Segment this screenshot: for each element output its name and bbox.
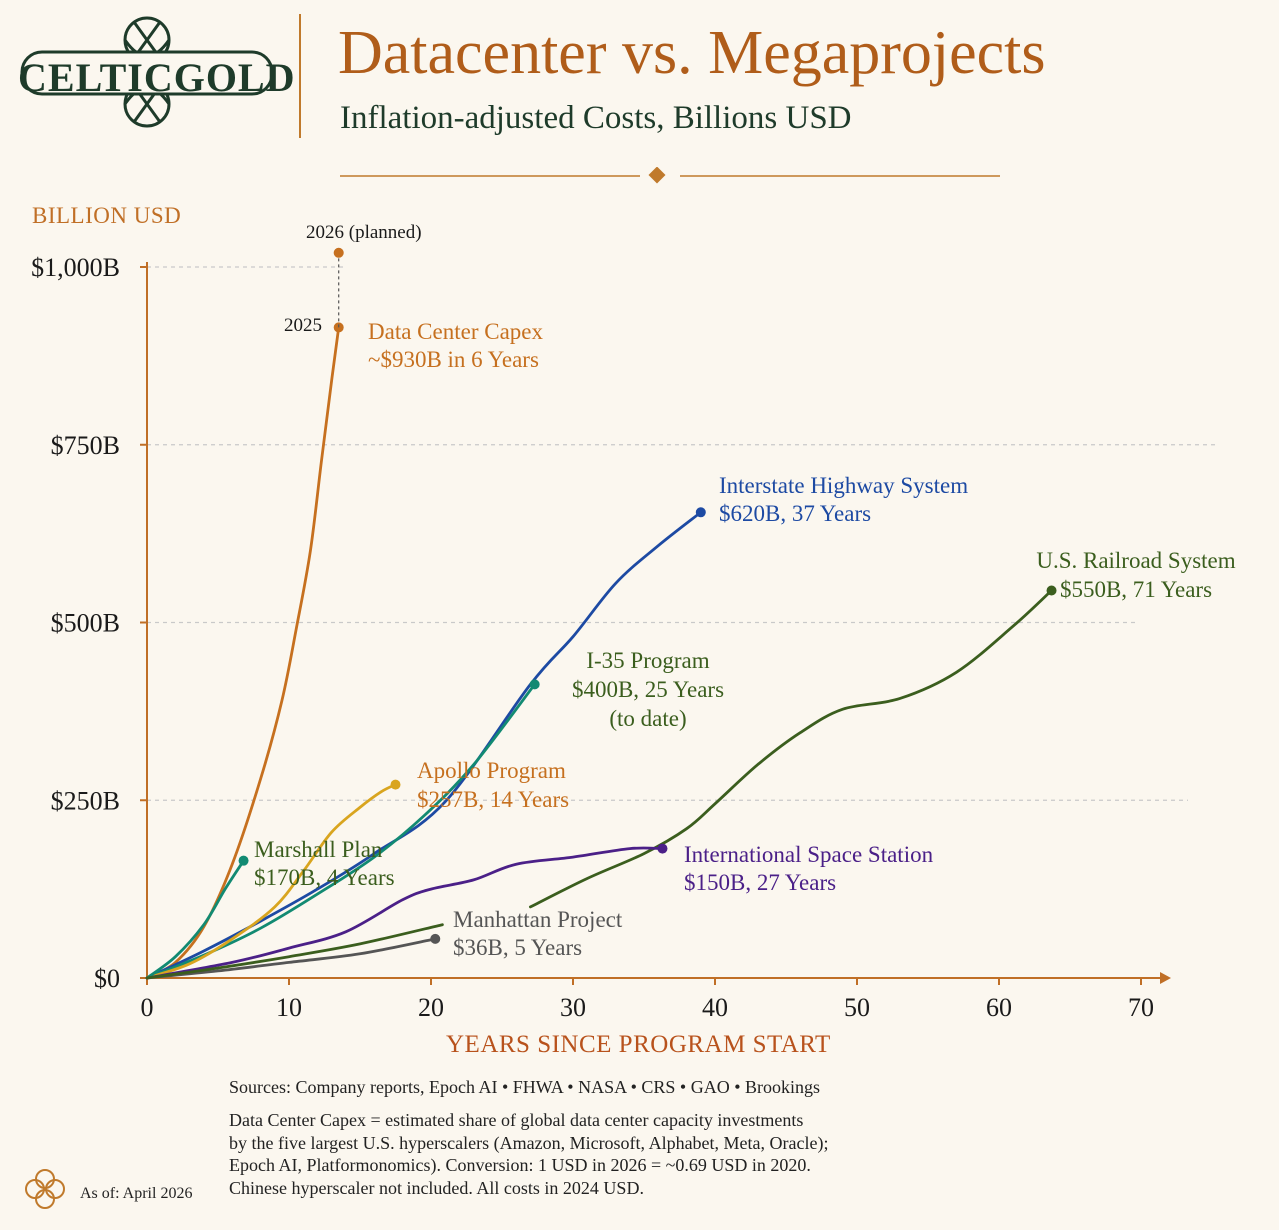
series-label: International Space Station (684, 842, 934, 867)
series-label: $620B, 37 Years (719, 501, 871, 526)
celtic-knot-footer-icon (25, 1169, 65, 1209)
series-line (145, 783, 397, 980)
grid-lines (147, 266, 1215, 801)
x-tick-label: 40 (702, 993, 728, 1022)
series-end-marker (529, 679, 540, 690)
axes: $0 $250B $500B $750B $1,000B 0 10 20 30 40 50 60 70 (31, 253, 1171, 1022)
page-title: Datacenter vs. Megaprojects (338, 19, 1046, 87)
series-end-marker (695, 507, 706, 518)
series-line (145, 923, 444, 980)
x-tick-label: 70 (1128, 993, 1154, 1022)
y-tick-label: $250B (51, 786, 120, 815)
note-line: Epoch AI, Platformonomics). Conversion: … (229, 1155, 811, 1175)
x-tick-label: 20 (418, 993, 444, 1022)
series-label: $257B, 14 Years (417, 787, 569, 812)
note-line: Data Center Capex = estimated share of g… (229, 1110, 804, 1130)
note-line: Chinese hyperscaler not included. All co… (229, 1177, 644, 1198)
brand-name: CELTICGOLD (18, 55, 296, 100)
planned-2026-marker (333, 247, 344, 258)
series-label: $170B, 4 Years (254, 865, 395, 890)
series-line (145, 937, 437, 980)
series-label: (to date) (609, 706, 686, 731)
y-tick-label: $1,000B (31, 253, 120, 282)
x-tick-label: 60 (986, 993, 1012, 1022)
series-end-marker (657, 843, 668, 854)
series-label: $550B, 71 Years (1060, 577, 1212, 602)
as-of-date: As of: April 2026 (80, 1185, 193, 1202)
series-label: $400B, 25 Years (572, 677, 724, 702)
page-subtitle: Inflation-adjusted Costs, Billions USD (340, 100, 852, 136)
series-label: Manhattan Project (453, 907, 623, 932)
series-label: U.S. Railroad System (1036, 548, 1235, 573)
methodology-note: Data Center Capex = estimated share of g… (229, 1109, 989, 1199)
x-tick-label: 0 (141, 993, 154, 1022)
series-label: $36B, 5 Years (453, 935, 582, 960)
y-tick-label: $750B (51, 431, 120, 460)
series-label: $150B, 27 Years (684, 870, 836, 895)
year-annotation: 2025 (284, 315, 322, 336)
ornament-divider (340, 167, 1000, 184)
sources-note: Sources: Company reports, Epoch AI • FHW… (229, 1077, 821, 1097)
series-line (529, 589, 1053, 909)
y-tick-label: $500B (51, 609, 120, 638)
brand-logo: CELTICGOLD (18, 12, 296, 132)
year-annotation: 2026 (planned) (306, 222, 422, 243)
note-line: by the five largest U.S. hyperscalers (A… (229, 1132, 829, 1153)
series-label: I-35 Program (586, 648, 709, 673)
series-line (145, 859, 245, 980)
x-tick-label: 50 (844, 993, 870, 1022)
x-tick-label: 10 (276, 993, 302, 1022)
x-axis-arrow-icon (1160, 972, 1171, 984)
celtic-knot-icon (20, 16, 274, 128)
series-end-marker (390, 779, 401, 790)
series-labels: Data Center Capex ~$930B in 6 Years Inters… (254, 222, 1236, 960)
x-tick-label: 30 (560, 993, 586, 1022)
y-axis-unit-label: BILLION USD (32, 203, 182, 228)
series-lines (145, 247, 1057, 980)
series-line (145, 326, 341, 980)
series-end-marker (430, 933, 441, 944)
series-end-marker (1046, 585, 1057, 596)
series-line (145, 846, 664, 980)
series-label: Interstate Highway System (719, 473, 968, 498)
header-divider (299, 14, 301, 138)
x-axis-label: YEARS SINCE PROGRAM START (446, 1031, 831, 1058)
series-label: Marshall Plan (254, 837, 383, 862)
series-end-marker (238, 855, 249, 866)
series-label: ~$930B in 6 Years (368, 347, 539, 372)
series-label: Apollo Program (417, 758, 566, 783)
y-tick-label: $0 (94, 964, 120, 993)
series-label: Data Center Capex (368, 319, 543, 344)
